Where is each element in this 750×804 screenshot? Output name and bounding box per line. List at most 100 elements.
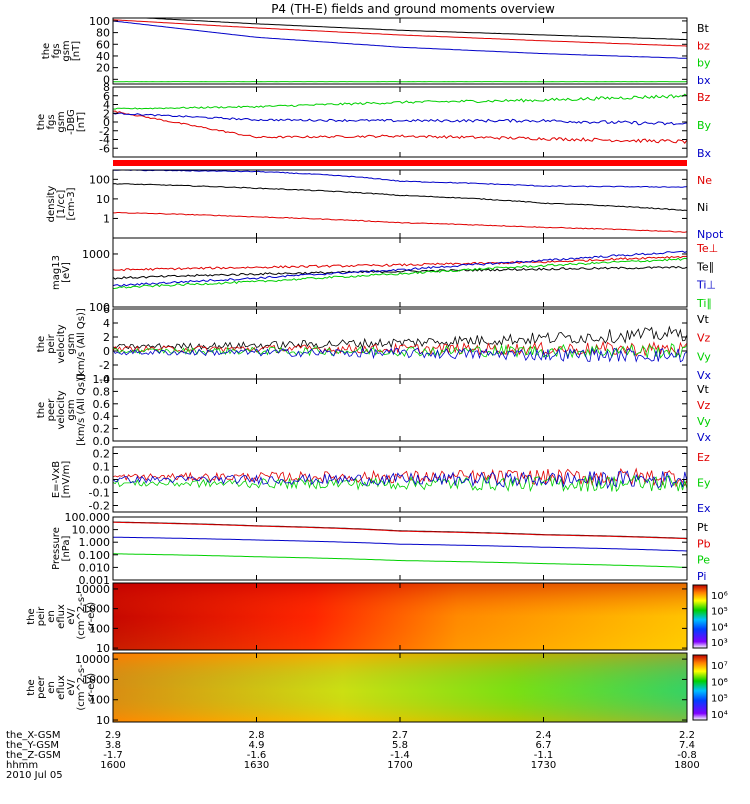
legend-fgs_dsl-Bx: Bx bbox=[697, 147, 712, 160]
ylabel-fgs-3: [nT] bbox=[71, 41, 82, 61]
panel-fgs_dsl bbox=[113, 87, 687, 157]
ytick-label-peer_spec-3: 10 bbox=[96, 714, 110, 727]
legend-fgs-by: by bbox=[697, 57, 711, 70]
colorbar-tick-peir_spec-0: 10⁶ bbox=[711, 591, 728, 602]
legend-density-Ne: Ne bbox=[697, 174, 712, 187]
ylabel-temperature-1: [eV] bbox=[61, 262, 72, 283]
series-line-temperature-Ti∥ bbox=[113, 258, 687, 288]
panel-density bbox=[113, 170, 687, 238]
ytick-label-velocity-3: 0 bbox=[103, 345, 110, 358]
legend-velocity_peer-Vy: Vy bbox=[697, 415, 711, 428]
ytick-label-peir_spec-1: 1000 bbox=[82, 603, 110, 616]
panel-velocity_peer bbox=[113, 379, 687, 441]
legend-velocity_peer-Vx: Vx bbox=[697, 431, 712, 444]
legend-efield-Ez: Ez bbox=[697, 451, 710, 464]
ytick-label-peir_spec-2: 100 bbox=[89, 622, 110, 635]
ylabel-fgs_dsl-4: [nT] bbox=[76, 112, 87, 132]
ytick-label-efield-0: 0.2 bbox=[93, 448, 111, 461]
ytick-label-velocity-2: 2 bbox=[103, 331, 110, 344]
colorbar-peer_spec bbox=[693, 655, 707, 720]
legend-velocity-Vx: Vx bbox=[697, 369, 712, 382]
panel-pressure bbox=[113, 517, 687, 580]
legend-density-Npot: Npot bbox=[697, 228, 724, 241]
ylabel-density-2: [cm-3] bbox=[66, 187, 77, 220]
legend-temperature-Te∥: Te∥ bbox=[696, 260, 714, 273]
ytick-label-density-2: 1 bbox=[103, 212, 110, 225]
panel-peer_spec bbox=[113, 653, 707, 722]
status-bar bbox=[113, 160, 687, 166]
legend-density-Ni: Ni bbox=[697, 201, 708, 214]
legend-velocity-Vy: Vy bbox=[697, 350, 711, 363]
series-line-pressure-Pi bbox=[113, 537, 687, 551]
ytick-label-pressure-4: 0.010 bbox=[79, 561, 111, 574]
ytick-label-velocity_peer-5: 0.0 bbox=[93, 435, 111, 448]
ytick-label-pressure-0: 100.000 bbox=[65, 511, 111, 524]
panel-frame-efield bbox=[113, 447, 687, 512]
panel-frame-velocity_peer bbox=[113, 379, 687, 441]
legend-pressure-Pi: Pi bbox=[697, 570, 706, 583]
ytick-label-density-1: 10 bbox=[96, 193, 110, 206]
xaxis-row-value-3-3: 1730 bbox=[531, 760, 556, 771]
xaxis-row-value-3-0: 1600 bbox=[100, 760, 125, 771]
series-line-fgs-bz bbox=[113, 20, 687, 46]
ytick-label-peer_spec-2: 100 bbox=[89, 694, 110, 707]
ytick-label-velocity-1: 4 bbox=[103, 317, 110, 330]
colorbar-tick-peir_spec-2: 10⁴ bbox=[711, 622, 728, 633]
legend-pressure-Pt: Pt bbox=[697, 521, 709, 534]
legend-velocity_peer-Vt: Vt bbox=[697, 383, 710, 396]
legend-fgs-Bt: Bt bbox=[697, 22, 710, 35]
ytick-label-peir_spec-0: 10000 bbox=[75, 583, 110, 596]
ylabel-velocity-4: [km/s (All Qs)] bbox=[76, 308, 87, 380]
ylabel-velocity_peer-4: [km/s (All Qs)] bbox=[76, 374, 87, 446]
ytick-label-peer_spec-1: 1000 bbox=[82, 673, 110, 686]
colorbar-tick-peir_spec-3: 10³ bbox=[711, 638, 728, 649]
ytick-label-density-0: 100 bbox=[89, 173, 110, 186]
legend-velocity-Vt: Vt bbox=[697, 313, 710, 326]
panel-peir_spec bbox=[113, 583, 707, 650]
ytick-label-velocity_peer-0: 1.0 bbox=[93, 373, 111, 386]
series-line-density-Ne bbox=[113, 213, 687, 233]
panel-fgs bbox=[113, 18, 687, 84]
panel-frame-fgs bbox=[113, 18, 687, 84]
colorbar-tick-peer_spec-3: 10⁴ bbox=[711, 710, 728, 721]
legend-fgs_dsl-By: By bbox=[697, 119, 712, 132]
legend-temperature-Te⊥: Te⊥ bbox=[696, 242, 718, 255]
series-line-pressure-Pe bbox=[113, 554, 687, 568]
xaxis-row-value-3-4: 1800 bbox=[674, 760, 699, 771]
series-line-density-Ni bbox=[113, 184, 687, 211]
panel-efield bbox=[113, 447, 687, 512]
ytick-label-efield-1: 0.1 bbox=[93, 461, 111, 474]
legend-temperature-Ti⊥: Ti⊥ bbox=[696, 279, 716, 292]
ylabel-pressure-1: [nPa] bbox=[61, 535, 72, 561]
series-line-temperature-Te⊥ bbox=[113, 256, 687, 270]
panel-frame-density bbox=[113, 170, 687, 238]
panel-temperature bbox=[113, 238, 687, 307]
colorbar-peir_spec bbox=[693, 585, 707, 648]
ytick-label-velocity-4: -2 bbox=[99, 359, 110, 372]
ytick-label-velocity_peer-3: 0.4 bbox=[93, 410, 111, 423]
ytick-label-velocity_peer-1: 0.8 bbox=[93, 385, 111, 398]
heatmap-overlay-peir_spec bbox=[113, 583, 687, 650]
colorbar-tick-peer_spec-2: 10⁵ bbox=[711, 694, 728, 705]
legend-temperature-Ti∥: Ti∥ bbox=[696, 297, 712, 310]
ytick-label-velocity_peer-4: 0.2 bbox=[93, 423, 111, 436]
ytick-label-efield-2: 0.0 bbox=[93, 474, 111, 487]
ytick-label-peer_spec-0: 10000 bbox=[75, 653, 110, 666]
series-line-fgs-bx bbox=[113, 21, 687, 58]
colorbar-tick-peer_spec-0: 10⁷ bbox=[711, 661, 728, 672]
heatmap-overlay-peer_spec bbox=[113, 653, 687, 722]
series-line-fgs_dsl-Bz bbox=[113, 111, 687, 143]
series-line-fgs_dsl-By bbox=[113, 94, 687, 109]
ytick-label-fgs_dsl-7: -6 bbox=[99, 142, 110, 155]
xaxis-date: 2010 Jul 05 bbox=[6, 770, 63, 781]
xaxis-row-value-3-2: 1700 bbox=[387, 760, 412, 771]
legend-efield-Ey: Ey bbox=[697, 477, 711, 490]
legend-velocity_peer-Vz: Vz bbox=[697, 399, 711, 412]
legend-efield-Ex: Ex bbox=[697, 502, 711, 515]
ylabel-efield-1: [mV/m] bbox=[61, 461, 72, 499]
ytick-label-velocity_peer-2: 0.6 bbox=[93, 398, 111, 411]
legend-velocity-Vz: Vz bbox=[697, 332, 711, 345]
colorbar-tick-peir_spec-1: 10⁵ bbox=[711, 607, 728, 618]
